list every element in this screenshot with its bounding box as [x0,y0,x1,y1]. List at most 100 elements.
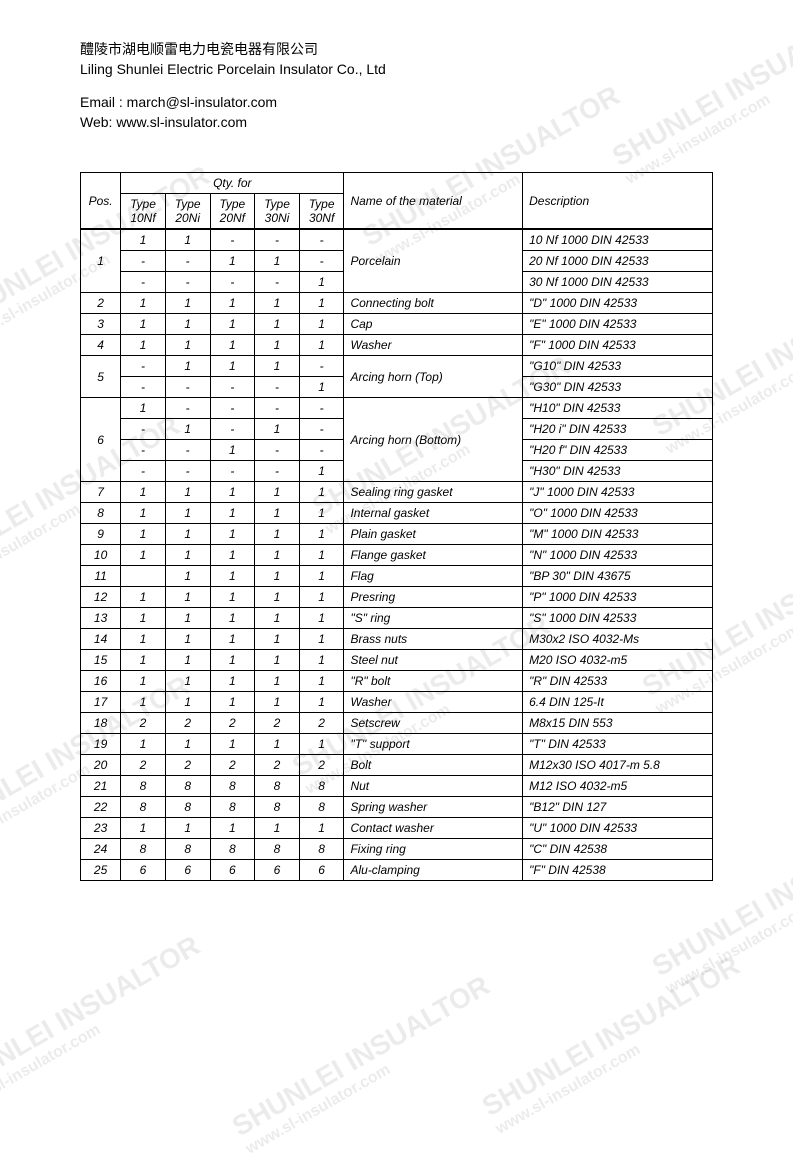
table-row: 2188888NutM12 ISO 4032-m5 [81,776,713,797]
cell-qty: 8 [165,797,210,818]
cell-qty: 1 [165,419,210,440]
cell-qty: - [165,251,210,272]
web-line: Web: www.sl-insulator.com [80,113,713,133]
cell-name: Alu-clamping [344,860,523,881]
th-type-2: Type 20Nf [210,194,255,230]
cell-pos: 20 [81,755,121,776]
cell-desc: "F" DIN 42538 [523,860,713,881]
cell-pos: 4 [81,335,121,356]
cell-qty: - [210,272,255,293]
cell-qty: - [255,440,300,461]
cell-qty: 1 [210,566,255,587]
company-name-en: Liling Shunlei Electric Porcelain Insula… [80,60,713,80]
cell-qty: 8 [255,839,300,860]
cell-qty: 2 [165,755,210,776]
cell-desc: "N" 1000 DIN 42533 [523,545,713,566]
cell-qty: 1 [255,671,300,692]
cell-qty: 1 [255,818,300,839]
table-row: 2311111Contact washer"U" 1000 DIN 42533 [81,818,713,839]
table-row: 1511111Steel nutM20 ISO 4032-m5 [81,650,713,671]
cell-qty: 1 [210,356,255,377]
cell-desc: 30 Nf 1000 DIN 42533 [523,272,713,293]
cell-qty: 6 [210,860,255,881]
cell-qty: 2 [210,755,255,776]
th-qty-group: Qty. for [121,173,344,194]
cell-desc: "O" 1000 DIN 42533 [523,503,713,524]
cell-qty: 1 [299,629,344,650]
cell-name: Arcing horn (Top) [344,356,523,398]
cell-qty: 1 [255,314,300,335]
cell-qty: - [299,440,344,461]
cell-qty: 1 [299,818,344,839]
table-row: 111---Porcelain10 Nf 1000 DIN 42533 [81,229,713,251]
cell-qty: 1 [299,461,344,482]
cell-qty: - [255,461,300,482]
cell-name: Contact washer [344,818,523,839]
cell-name: Bolt [344,755,523,776]
cell-qty: 1 [255,587,300,608]
cell-name: Internal gasket [344,503,523,524]
cell-qty: 1 [165,734,210,755]
cell-qty: 1 [299,482,344,503]
table-row: 2488888Fixing ring"C" DIN 42538 [81,839,713,860]
th-pos: Pos. [81,173,121,230]
cell-desc: "U" 1000 DIN 42533 [523,818,713,839]
cell-pos: 7 [81,482,121,503]
cell-qty: 1 [210,650,255,671]
cell-qty: - [121,461,166,482]
cell-qty: 2 [210,713,255,734]
cell-desc: M8x15 DIN 553 [523,713,713,734]
cell-qty: 1 [165,608,210,629]
th-type-1: Type 20Ni [165,194,210,230]
cell-qty: 1 [210,587,255,608]
cell-qty: 1 [165,335,210,356]
cell-name: Brass nuts [344,629,523,650]
cell-qty: - [210,419,255,440]
table-row: 1711111Washer6.4 DIN 125-It [81,692,713,713]
cell-name: Spring washer [344,797,523,818]
cell-name: Washer [344,335,523,356]
cell-desc: 20 Nf 1000 DIN 42533 [523,251,713,272]
materials-table: Pos. Qty. for Name of the material Descr… [80,172,713,881]
cell-desc: "C" DIN 42538 [523,839,713,860]
table-row: 61----Arcing horn (Bottom)"H10" DIN 4253… [81,398,713,419]
cell-desc: "BP 30" DIN 43675 [523,566,713,587]
cell-qty: 1 [165,314,210,335]
cell-qty: 1 [210,482,255,503]
watermark: SHUNLEI INSUALTORwww.sl-insulator.com [0,930,214,1118]
cell-pos: 25 [81,860,121,881]
cell-desc: 6.4 DIN 125-It [523,692,713,713]
cell-qty: - [299,251,344,272]
cell-desc: "H30" DIN 42533 [523,461,713,482]
cell-qty: - [121,419,166,440]
cell-qty: 1 [121,545,166,566]
cell-qty: 1 [255,482,300,503]
cell-qty: 1 [165,356,210,377]
cell-qty: 6 [255,860,300,881]
cell-name: Fixing ring [344,839,523,860]
cell-qty: 1 [210,692,255,713]
cell-qty: - [121,272,166,293]
cell-qty: 1 [255,608,300,629]
table-row: 1911111"T" support"T" DIN 42533 [81,734,713,755]
cell-desc: M30x2 ISO 4032-Ms [523,629,713,650]
cell-qty: 1 [255,335,300,356]
table-row: 5-111-Arcing horn (Top)"G10" DIN 42533 [81,356,713,377]
watermark: SHUNLEI INSUALTORwww.sl-insulator.com [477,950,754,1138]
table-row: 2022222BoltM12x30 ISO 4017-m 5.8 [81,755,713,776]
th-desc: Description [523,173,713,230]
cell-qty: 8 [210,839,255,860]
cell-qty: 1 [121,692,166,713]
cell-name: Steel nut [344,650,523,671]
cell-qty: - [210,398,255,419]
cell-pos: 1 [81,229,121,293]
cell-qty: 1 [299,566,344,587]
cell-qty: 1 [210,734,255,755]
cell-pos: 21 [81,776,121,797]
cell-pos: 13 [81,608,121,629]
cell-pos: 16 [81,671,121,692]
table-row: 2566666Alu-clamping"F" DIN 42538 [81,860,713,881]
cell-qty: 8 [121,797,166,818]
cell-qty: 1 [299,377,344,398]
table-row: 111111Flag"BP 30" DIN 43675 [81,566,713,587]
